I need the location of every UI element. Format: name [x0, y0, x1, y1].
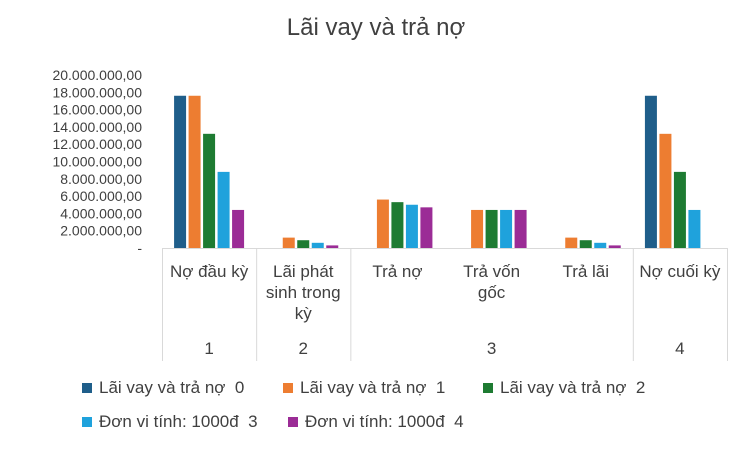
y-tick-label: 8.000.000,00	[60, 171, 142, 187]
x-tick-label: Trả vốn	[463, 262, 520, 281]
legend-label: Lãi vay và trả nợ 1	[300, 378, 446, 397]
legend-item: Đơn vi tính: 1000đ 3	[82, 412, 258, 432]
y-tick-label: -	[137, 240, 142, 256]
legend-swatch	[283, 383, 293, 393]
group-label: 2	[299, 339, 308, 358]
x-tick-label: Trả nợ	[372, 262, 422, 281]
bar	[594, 242, 607, 248]
bar	[579, 240, 592, 248]
bar	[232, 209, 245, 248]
bar	[311, 242, 324, 248]
y-tick-label: 4.000.000,00	[60, 205, 142, 221]
bar	[485, 209, 498, 248]
bar	[376, 199, 389, 248]
x-tick-label: Nợ cuối kỳ	[639, 262, 721, 281]
bar	[673, 171, 686, 248]
y-tick-label: 20.000.000,00	[52, 67, 142, 83]
group-label: 1	[204, 339, 213, 358]
bar	[391, 202, 404, 248]
legend-swatch	[82, 383, 92, 393]
bar	[565, 237, 578, 248]
bar	[282, 237, 295, 248]
x-tick-label: kỳ	[295, 304, 313, 323]
bar	[217, 171, 230, 248]
bar	[514, 209, 527, 248]
legend-item: Lãi vay và trả nợ 1	[283, 378, 445, 398]
bar	[688, 209, 701, 248]
y-tick-label: 18.000.000,00	[52, 84, 142, 100]
x-tick-label: Lãi phát	[273, 262, 334, 281]
bar	[608, 245, 621, 248]
x-tick-label: gốc	[478, 283, 506, 302]
legend-label: Đơn vi tính: 1000đ 3	[99, 412, 258, 431]
legend-item: Đơn vi tính: 1000đ 4	[288, 412, 464, 432]
y-tick-label: 10.000.000,00	[52, 154, 142, 170]
legend-label: Lãi vay và trả nợ 0	[99, 378, 245, 397]
y-tick-label: 16.000.000,00	[52, 102, 142, 118]
bar	[659, 133, 672, 248]
bar	[471, 209, 484, 248]
y-tick-label: 14.000.000,00	[52, 119, 142, 135]
legend-swatch	[82, 417, 92, 427]
y-tick-label: 2.000.000,00	[60, 223, 142, 239]
bar	[420, 207, 433, 248]
bar	[188, 95, 201, 248]
bar	[405, 204, 418, 248]
legend-label: Đơn vi tính: 1000đ 4	[305, 412, 464, 431]
y-tick-label: 6.000.000,00	[60, 188, 142, 204]
bar	[326, 245, 339, 248]
legend-item: Lãi vay và trả nợ 2	[483, 378, 645, 398]
plot-area: -2.000.000,00 4.000.000,006.000.000,008.0…	[52, 67, 728, 361]
bar	[297, 240, 310, 248]
group-label: 3	[487, 339, 496, 358]
group-label: 4	[675, 339, 684, 358]
legend-item: Lãi vay và trả nợ 0	[82, 378, 244, 398]
x-tick-label: Nợ đầu kỳ	[170, 262, 249, 281]
bar	[203, 133, 216, 248]
legend-swatch	[483, 383, 493, 393]
x-tick-label: sinh trong	[266, 283, 341, 302]
x-tick-label: Trả lãi	[562, 262, 609, 281]
bar	[644, 95, 657, 248]
y-tick-label: 12.000.000,00	[52, 136, 142, 152]
bar	[500, 209, 513, 248]
legend-swatch	[288, 417, 298, 427]
chart-title: Lãi vay và trả nợ	[286, 14, 466, 41]
bar	[174, 95, 187, 248]
legend-label: Lãi vay và trả nợ 2	[500, 378, 646, 397]
